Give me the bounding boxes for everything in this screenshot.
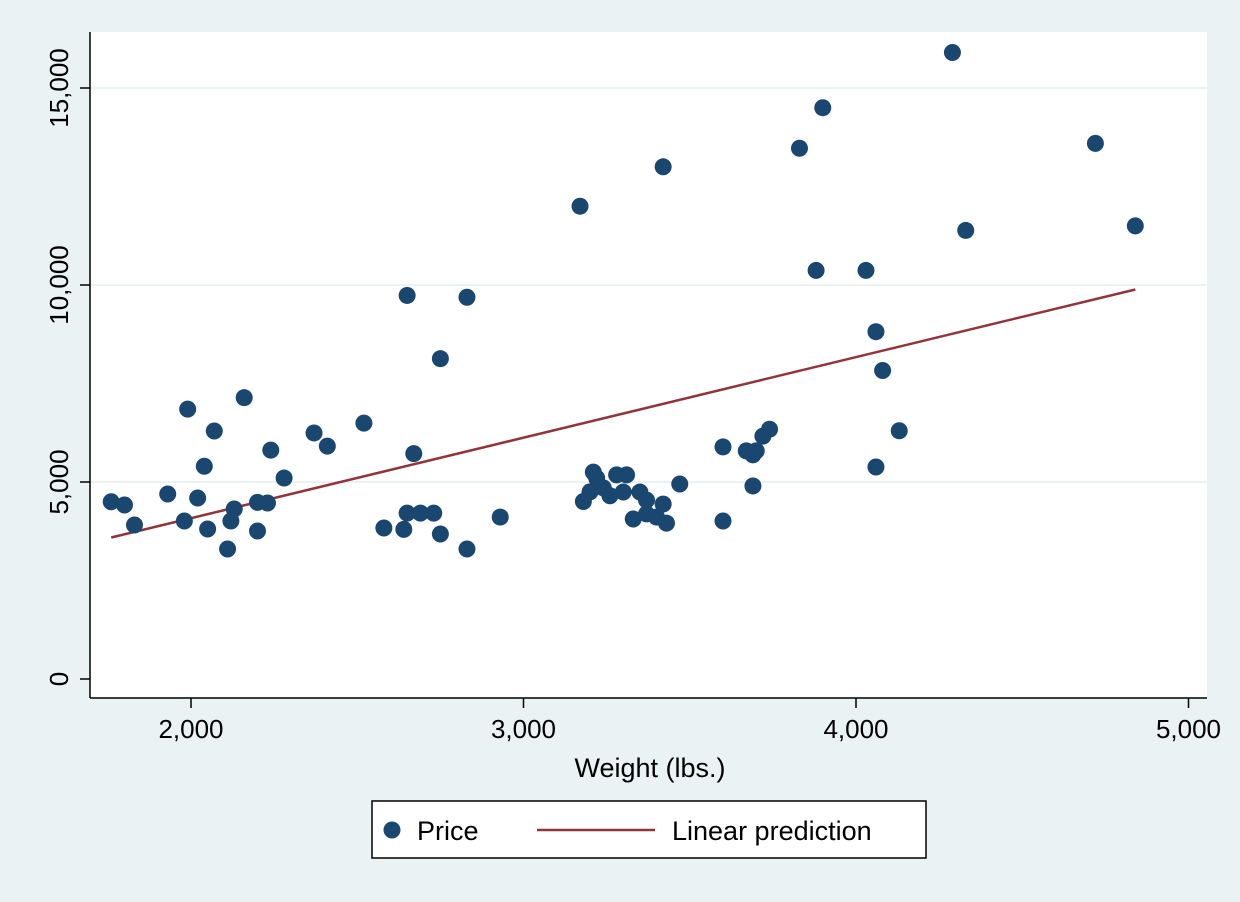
y-tick-label: 0 — [44, 672, 74, 686]
price-point — [614, 483, 632, 501]
price-point — [1086, 134, 1104, 152]
price-point — [458, 288, 476, 306]
price-point — [867, 323, 885, 341]
price-point — [225, 500, 243, 518]
price-point — [189, 489, 207, 507]
x-tick-label: 2,000 — [158, 714, 223, 744]
price-point — [638, 491, 656, 509]
price-point — [159, 485, 177, 503]
y-tick-label: 15,000 — [44, 48, 74, 128]
legend-label-linear-prediction: Linear prediction — [672, 816, 872, 846]
price-point — [199, 520, 217, 538]
price-point — [175, 512, 193, 530]
price-point — [305, 424, 323, 442]
price-point — [425, 504, 443, 522]
y-tick-label: 10,000 — [44, 245, 74, 325]
price-point — [1126, 217, 1144, 235]
x-axis-label: Weight (lbs.) — [574, 753, 725, 783]
price-point — [249, 522, 266, 540]
price-point — [654, 495, 672, 513]
plot-area — [90, 32, 1207, 698]
price-point — [761, 420, 779, 438]
price-point — [957, 221, 975, 239]
price-point — [116, 496, 133, 514]
price-point — [581, 483, 599, 501]
price-point — [874, 361, 892, 379]
price-point — [601, 487, 619, 505]
price-point — [262, 441, 280, 459]
price-point — [747, 442, 765, 460]
price-point — [744, 477, 762, 495]
x-tick-label: 5,000 — [1156, 714, 1221, 744]
price-point — [375, 519, 393, 537]
price-point — [790, 139, 808, 157]
price-point — [398, 504, 416, 522]
legend: Price Linear prediction — [371, 800, 927, 859]
legend-label-price: Price — [417, 816, 479, 846]
price-point — [654, 158, 672, 176]
price-point — [491, 508, 509, 526]
price-point — [398, 286, 416, 304]
price-point — [405, 445, 423, 463]
price-point — [814, 99, 832, 117]
price-point — [125, 516, 143, 534]
price-point — [219, 540, 237, 558]
price-point — [807, 261, 825, 279]
price-point — [179, 400, 197, 418]
price-point — [431, 350, 449, 368]
price-point — [714, 438, 732, 456]
price-point — [857, 261, 875, 279]
price-point — [205, 422, 223, 440]
legend-marker-price — [383, 821, 401, 839]
price-point — [714, 512, 732, 530]
price-point — [102, 493, 120, 511]
linear-prediction-line — [110, 288, 1136, 539]
price-point — [571, 197, 589, 215]
price-point — [275, 469, 293, 487]
price-point — [395, 520, 413, 538]
price-point — [318, 437, 336, 455]
y-tick-label: 5,000 — [44, 449, 74, 514]
price-point — [867, 458, 885, 476]
price-point — [618, 466, 636, 484]
price-point — [671, 475, 689, 493]
price-point — [943, 44, 961, 62]
price-point — [890, 422, 908, 440]
price-point — [431, 525, 449, 543]
price-point — [657, 514, 675, 532]
price-point — [195, 457, 213, 475]
price-point — [411, 504, 429, 522]
x-tick-label: 3,000 — [491, 714, 556, 744]
price-point — [235, 389, 253, 407]
price-point — [355, 414, 373, 432]
price-point — [624, 510, 642, 528]
price-point — [458, 540, 476, 558]
x-tick-label: 4,000 — [823, 714, 888, 744]
price-point — [258, 494, 276, 512]
